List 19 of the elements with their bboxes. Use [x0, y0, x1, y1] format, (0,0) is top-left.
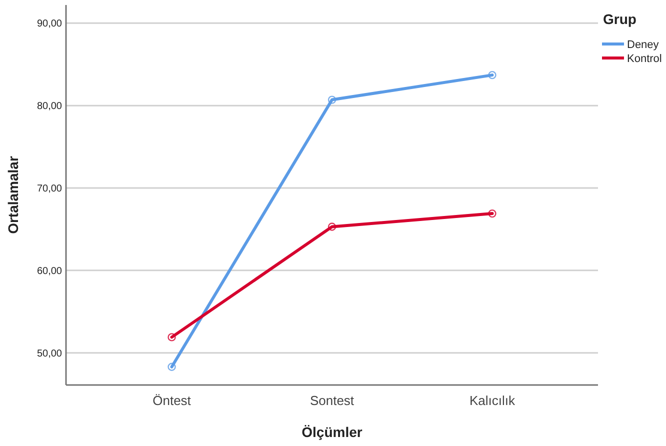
point	[488, 209, 496, 218]
x-tick-label: Sontest	[310, 393, 354, 408]
point	[328, 222, 336, 231]
point	[328, 96, 336, 104]
x-axis-title: Ölçümler	[302, 424, 363, 440]
legend-title: Grup	[603, 11, 636, 27]
legend-label: Kontrol	[627, 52, 662, 65]
y-axis-title: Ortalamalar	[5, 156, 21, 234]
x-tick-label: Öntest	[152, 393, 192, 408]
y-tick-label: 90,00	[36, 18, 62, 30]
y-tick-label: 70,00	[36, 183, 62, 194]
y-tick-label: 80,00	[36, 101, 62, 112]
legend-label: Deney	[627, 38, 660, 51]
x-tick-label: Kalıcılık	[469, 393, 516, 408]
point	[168, 333, 176, 342]
y-tick-label: 60,00	[36, 266, 62, 277]
y-tick-label: 50,00	[36, 348, 62, 360]
point	[488, 70, 496, 80]
point	[168, 362, 176, 371]
